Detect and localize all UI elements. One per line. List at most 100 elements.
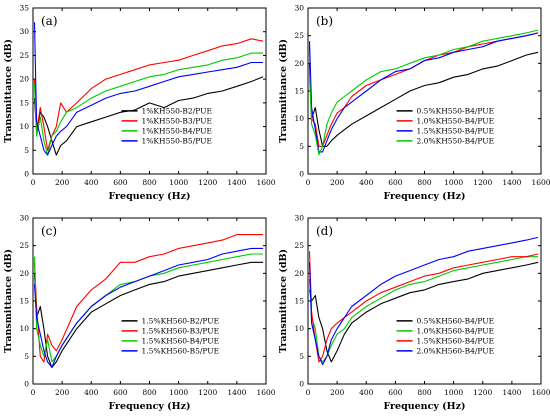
y-tick-label: 30 (294, 4, 304, 13)
legend-entry: 1%KH550-B4/PUE (142, 126, 212, 135)
series-line-4 (33, 247, 264, 368)
y-tick-label: 10 (294, 114, 304, 123)
series-line-4 (33, 22, 264, 156)
x-tick-label: 1400 (227, 178, 246, 187)
x-tick-label: 1000 (444, 178, 463, 187)
legend-entry: 1%KH550-B3/PUE (142, 116, 212, 125)
legend-entry: 2.0%KH560-B4/PUE (417, 346, 495, 355)
y-tick-label: 0 (24, 380, 29, 389)
legend-entry: 1.0%KH550-B4/PUE (417, 116, 495, 125)
x-tick-label: 0 (31, 388, 36, 397)
y-tick-label: 0 (24, 170, 29, 179)
y-tick-label: 0 (299, 380, 304, 389)
panel-label: (a) (41, 14, 58, 28)
y-tick-label: 20 (294, 269, 304, 278)
legend-entry: 1%KH550-B5/PUE (142, 136, 212, 145)
chart-panel-b: 0 200 400 600 800 1000 1200 1400 1600 0 5 10 15 20 25 3… (278, 4, 550, 203)
series-line-2 (308, 256, 539, 363)
y-tick-label: 25 (294, 31, 304, 40)
x-tick-label: 1000 (169, 178, 188, 187)
x-tick-label: 800 (417, 178, 432, 187)
panel-label: (c) (41, 224, 57, 238)
y-tick-label: 20 (19, 75, 29, 84)
x-tick-label: 600 (388, 178, 403, 187)
y-tick-label: 10 (19, 122, 29, 131)
x-tick-label: 1600 (256, 178, 275, 187)
x-tick-label: 1600 (256, 388, 275, 397)
x-tick-label: 400 (84, 178, 99, 187)
y-tick-label: 0 (299, 170, 304, 179)
chart-panel-d: 0 200 400 600 800 1000 1200 1400 1600 0 5 10 15 20 25 3… (278, 214, 550, 413)
x-tick-label: 600 (388, 388, 403, 397)
x-tick-label: 1400 (502, 178, 521, 187)
x-tick-label: 0 (31, 178, 36, 187)
series-line-1 (308, 51, 539, 147)
panel-label: (b) (316, 14, 333, 28)
x-tick-label: 1000 (169, 388, 188, 397)
legend-entry: 0.5%KH550-B4/PUE (417, 106, 495, 115)
legend-entry: 2.0%KH550-B4/PUE (417, 136, 495, 145)
plot-frame (307, 7, 542, 175)
y-tick-label: 15 (294, 87, 304, 96)
series-line-1 (308, 261, 539, 363)
x-tick-label: 800 (142, 388, 157, 397)
legend-entry: 1.5%KH560-B5/PUE (142, 346, 220, 355)
x-tick-label: 600 (113, 178, 128, 187)
y-tick-label: 30 (19, 27, 29, 36)
chart-panel-c: 0 200 400 600 800 1000 1200 1400 1600 0 5 10 15 20 25 3… (3, 214, 275, 413)
x-axis-label: Frequency (Hz) (383, 191, 465, 202)
plot-frame (32, 7, 267, 175)
plot-frame (32, 217, 267, 385)
chart-panel-a: 0 200 400 600 800 1000 1200 1400 1600 0 5 10 15 20 25 3… (3, 4, 275, 203)
legend-entry: 1.5%KH560-B4/PUE (417, 336, 495, 345)
x-tick-label: 200 (55, 388, 70, 397)
y-tick-label: 5 (24, 352, 29, 361)
x-axis-label: Frequency (Hz) (108, 191, 190, 202)
x-tick-label: 200 (55, 178, 70, 187)
x-tick-label: 1600 (531, 388, 550, 397)
y-tick-label: 15 (19, 98, 29, 107)
y-tick-label: 15 (294, 297, 304, 306)
legend-entry: 1.0%KH560-B4/PUE (417, 326, 495, 335)
x-tick-label: 1200 (198, 388, 217, 397)
y-tick-label: 5 (299, 142, 304, 151)
x-tick-label: 1000 (444, 388, 463, 397)
panel-label: (d) (316, 224, 333, 238)
series-line-4 (308, 29, 539, 156)
y-tick-label: 35 (19, 4, 29, 13)
x-tick-label: 200 (330, 388, 345, 397)
y-tick-label: 5 (299, 352, 304, 361)
y-tick-label: 25 (294, 241, 304, 250)
y-tick-label: 30 (294, 214, 304, 223)
y-tick-label: 10 (294, 324, 304, 333)
series-line-3 (33, 52, 264, 156)
x-tick-label: 200 (330, 178, 345, 187)
y-tick-label: 30 (19, 214, 29, 223)
y-tick-label: 15 (19, 297, 29, 306)
x-tick-label: 1200 (473, 388, 492, 397)
x-tick-label: 0 (306, 388, 311, 397)
legend-entry: 1%KH550-B2/PUE (142, 106, 212, 115)
x-tick-label: 1600 (531, 178, 550, 187)
x-tick-label: 0 (306, 178, 311, 187)
y-tick-label: 5 (24, 146, 29, 155)
y-axis-label: Transmittance (dB) (278, 249, 289, 353)
x-tick-label: 1400 (502, 388, 521, 397)
y-axis-label: Transmittance (dB) (3, 249, 14, 353)
x-axis-label: Frequency (Hz) (108, 401, 190, 412)
legend-entry: 1.5%KH550-B4/PUE (417, 126, 495, 135)
series-line-3 (308, 32, 539, 153)
y-tick-label: 25 (19, 51, 29, 60)
y-tick-label: 20 (19, 269, 29, 278)
y-axis-label: Transmittance (dB) (278, 39, 289, 143)
legend-entry: 0.5%KH560-B4/PUE (417, 316, 495, 325)
x-tick-label: 400 (359, 388, 374, 397)
legend-entry: 1.5%KH560-B4/PUE (142, 336, 220, 345)
x-tick-label: 400 (359, 178, 374, 187)
x-tick-label: 1200 (473, 178, 492, 187)
y-axis-label: Transmittance (dB) (3, 39, 14, 143)
x-tick-label: 1400 (227, 388, 246, 397)
y-tick-label: 10 (19, 324, 29, 333)
legend-entry: 1.5%KH560-B3/PUE (142, 326, 220, 335)
